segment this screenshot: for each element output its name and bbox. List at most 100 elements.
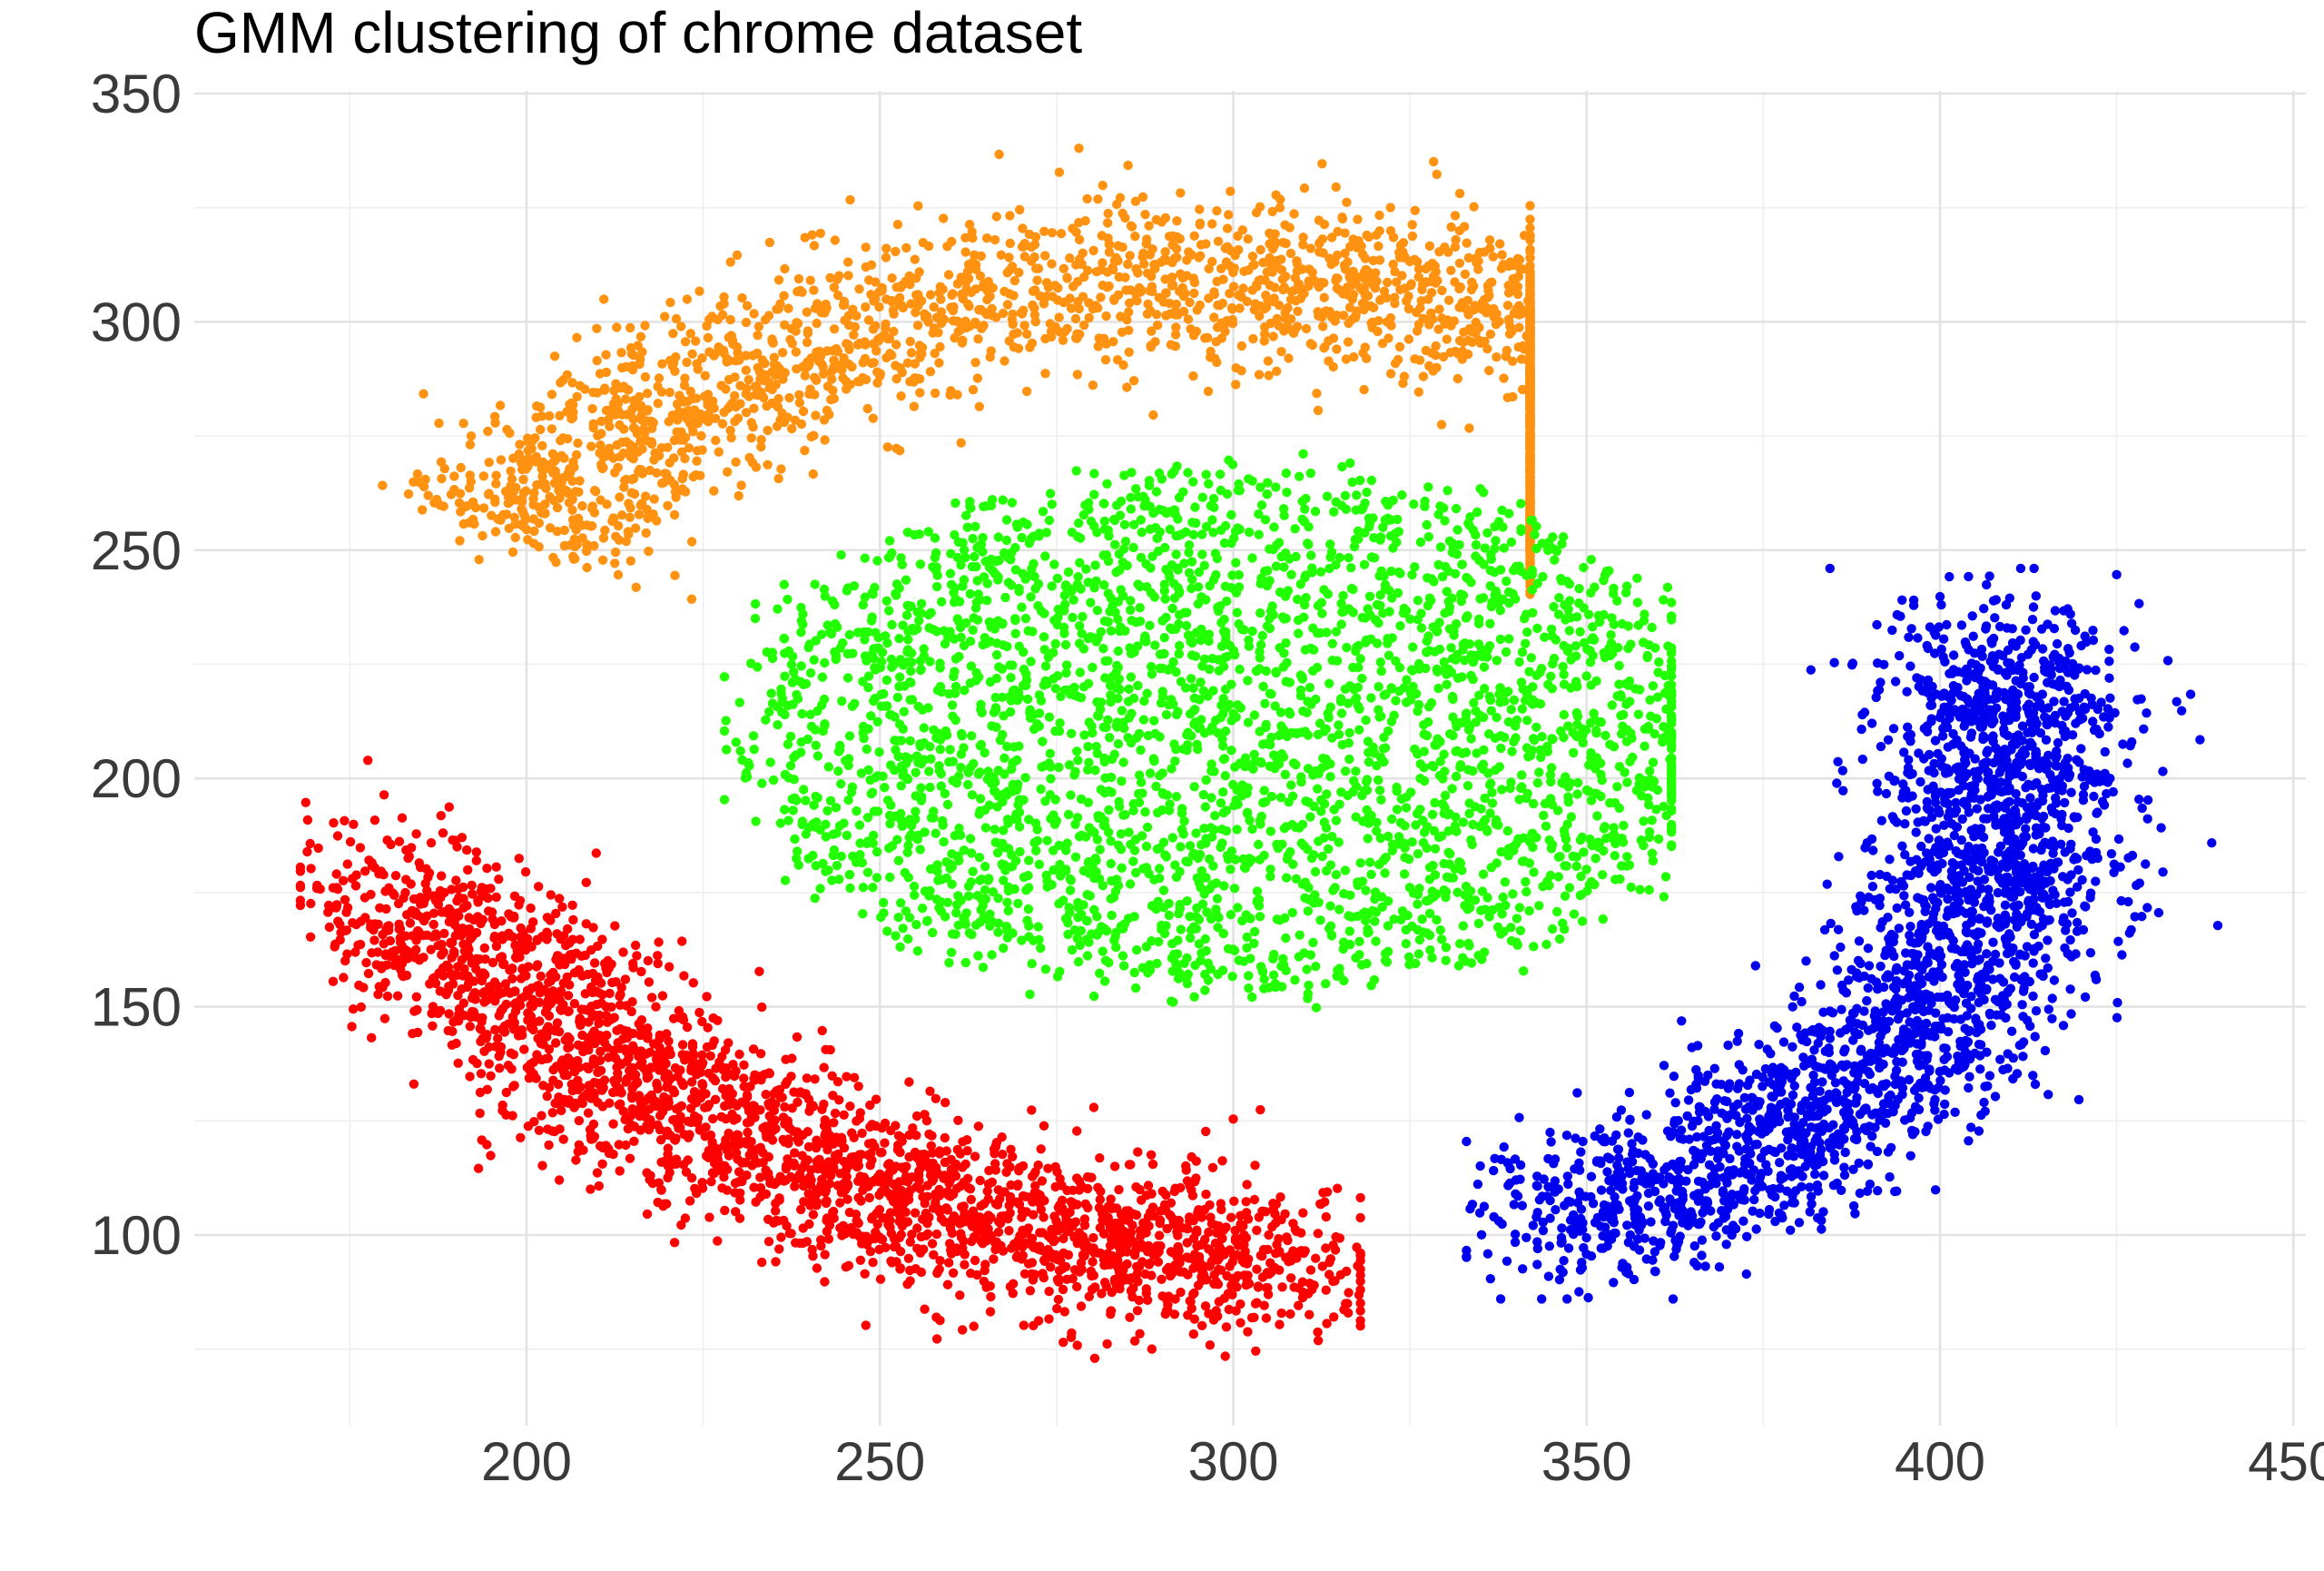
data-point <box>1334 904 1344 914</box>
data-point <box>1219 881 1229 891</box>
data-point <box>558 375 568 385</box>
data-point <box>1140 807 1150 817</box>
data-point <box>801 795 811 805</box>
data-point <box>531 457 541 467</box>
data-point <box>1254 509 1264 519</box>
data-point <box>1364 519 1375 529</box>
data-point <box>1234 290 1244 301</box>
data-point <box>632 429 642 439</box>
data-point <box>1327 638 1338 648</box>
data-point <box>1334 837 1344 847</box>
data-point <box>895 672 905 682</box>
data-point <box>1525 337 1535 348</box>
data-point <box>628 414 638 424</box>
data-point <box>1209 312 1219 322</box>
data-point <box>1289 209 1299 219</box>
data-point <box>1600 822 1610 832</box>
data-point <box>1413 257 1423 267</box>
data-point <box>409 477 419 487</box>
data-point <box>1364 267 1374 277</box>
data-point <box>891 745 901 755</box>
data-point <box>635 464 645 475</box>
cluster-2-points <box>719 449 1677 1013</box>
data-point <box>773 604 783 614</box>
data-point <box>1258 257 1268 268</box>
data-point <box>1063 809 1074 820</box>
data-point <box>1189 693 1200 703</box>
data-point <box>791 347 802 357</box>
data-point <box>1112 199 1122 210</box>
data-point <box>1374 775 1384 786</box>
data-point <box>1397 906 1408 916</box>
data-point <box>1173 565 1183 575</box>
data-point <box>1126 605 1136 615</box>
data-point <box>1019 252 1030 262</box>
data-point <box>1050 684 1061 694</box>
data-point <box>490 418 500 428</box>
data-point <box>552 527 563 537</box>
data-point <box>597 555 608 565</box>
data-point <box>1222 651 1233 662</box>
data-point <box>1291 760 1301 770</box>
data-point <box>1497 250 1507 260</box>
data-point <box>905 736 915 746</box>
data-point <box>1098 258 1108 268</box>
data-point <box>1504 634 1514 644</box>
data-point <box>912 321 923 331</box>
data-point <box>1626 882 1636 893</box>
data-point <box>1339 889 1349 899</box>
data-point <box>714 447 724 457</box>
data-point <box>854 820 865 830</box>
data-point <box>1371 268 1381 278</box>
data-point <box>1546 671 1556 681</box>
data-point <box>1054 312 1064 322</box>
data-point <box>621 474 632 485</box>
data-point <box>910 254 920 264</box>
data-point <box>766 688 776 698</box>
data-point <box>608 408 618 418</box>
data-point <box>1211 569 1221 580</box>
data-point <box>1033 922 1043 932</box>
data-point <box>1204 629 1215 639</box>
data-point <box>1463 310 1473 320</box>
data-point <box>564 471 574 481</box>
data-point <box>942 897 953 907</box>
data-point <box>1286 780 1296 790</box>
data-point <box>1318 248 1328 258</box>
data-point <box>844 870 855 880</box>
data-point <box>1206 726 1216 736</box>
data-point <box>923 317 933 327</box>
data-point <box>1191 828 1201 838</box>
data-point <box>1167 257 1177 268</box>
data-point <box>1284 353 1294 363</box>
data-point <box>484 458 494 468</box>
data-point <box>1549 653 1560 664</box>
data-point <box>1513 342 1523 352</box>
data-point <box>1402 296 1412 306</box>
data-point <box>684 443 694 453</box>
data-point <box>1125 879 1136 889</box>
data-point <box>1345 939 1355 950</box>
data-point <box>1171 709 1182 720</box>
data-point <box>916 783 926 793</box>
data-point <box>1319 292 1329 302</box>
data-point <box>1317 851 1327 862</box>
data-point <box>838 637 848 648</box>
data-point <box>1054 726 1065 736</box>
data-point <box>1212 553 1223 564</box>
data-point <box>1171 549 1181 559</box>
data-point <box>1413 889 1423 900</box>
data-point <box>1491 536 1501 546</box>
data-point <box>1468 766 1478 776</box>
data-point <box>1478 869 1489 879</box>
data-point <box>1050 795 1060 805</box>
data-point <box>1184 540 1195 550</box>
data-point <box>694 286 704 296</box>
data-point <box>753 331 763 341</box>
data-point <box>1301 323 1312 334</box>
data-point <box>670 366 680 376</box>
data-point <box>1378 608 1388 618</box>
data-point <box>925 782 935 793</box>
data-point <box>822 303 832 313</box>
data-point <box>678 469 688 479</box>
